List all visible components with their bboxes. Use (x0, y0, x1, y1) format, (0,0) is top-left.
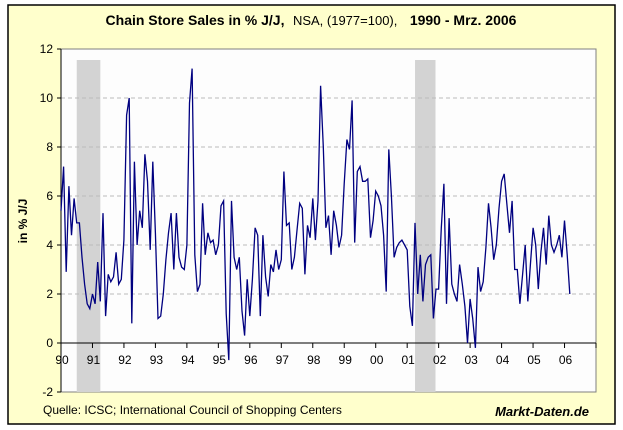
x-tick-label: 95 (213, 353, 227, 367)
y-tick-label: 2 (46, 287, 53, 301)
x-tick-label: 99 (339, 353, 353, 367)
x-tick-label: 03 (464, 353, 478, 367)
x-tick-label: 91 (87, 353, 101, 367)
x-tick-label: 97 (276, 353, 290, 367)
title-period: 1990 - Mrz. 2006 (410, 12, 517, 28)
x-tick-label: 94 (181, 353, 195, 367)
y-tick-label: 4 (46, 238, 53, 252)
x-tick-label: 96 (244, 353, 258, 367)
title-main: Chain Store Sales in % J/J, (106, 12, 285, 28)
source-note: Quelle: ICSC; International Council of S… (43, 403, 342, 417)
y-tick-label: -2 (42, 385, 53, 399)
y-tick-label: 6 (46, 189, 53, 203)
y-axis-label: in % J/J (16, 199, 30, 244)
x-tick-label: 02 (433, 353, 447, 367)
x-tick-label: 04 (496, 353, 510, 367)
x-tick-label: 01 (401, 353, 415, 367)
title-sub: NSA, (1977=100), (293, 13, 397, 28)
x-tick-label: 92 (118, 353, 132, 367)
x-tick-label: 90 (55, 353, 69, 367)
y-tick-label: 10 (40, 91, 54, 105)
chart-title: Chain Store Sales in % J/J, NSA, (1977=1… (106, 12, 517, 29)
y-tick-label: 12 (40, 42, 54, 56)
x-tick-label: 98 (307, 353, 321, 367)
x-tick-label: 00 (370, 353, 384, 367)
x-tick-label: 06 (559, 353, 573, 367)
shaded-period (415, 60, 436, 392)
x-tick-label: 05 (527, 353, 541, 367)
y-tick-label: 8 (46, 140, 53, 154)
y-tick-label: 0 (46, 336, 53, 350)
x-tick-label: 93 (150, 353, 164, 367)
series-line (60, 68, 571, 361)
shaded-period (76, 60, 101, 392)
brand-logo: Markt-Daten.de (495, 404, 589, 419)
